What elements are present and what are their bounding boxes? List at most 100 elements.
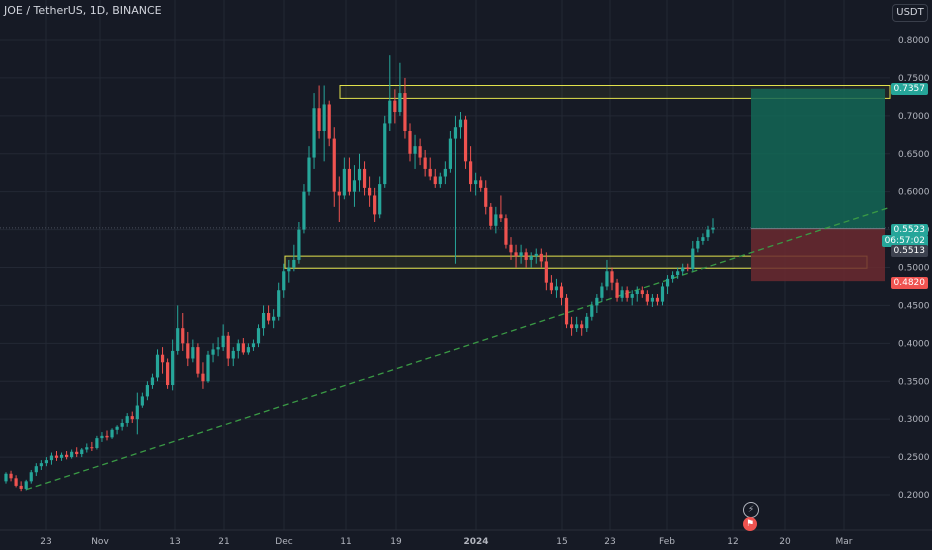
time-tick-label: Mar xyxy=(836,537,853,547)
candle-body xyxy=(211,349,215,355)
time-tick-label: 15 xyxy=(556,537,567,547)
candle-body xyxy=(90,447,94,449)
time-tick-label: 11 xyxy=(340,537,351,547)
price-tick-label: 0.2000 xyxy=(898,491,930,501)
candle-body xyxy=(580,324,584,329)
candle-body xyxy=(85,447,89,450)
candle-body xyxy=(368,187,372,196)
lightning-icon[interactable]: ⚡ xyxy=(743,502,759,518)
candle-body xyxy=(564,297,569,325)
candle-body xyxy=(433,176,437,185)
stop-price-label: 0.4820 xyxy=(890,277,928,289)
time-tick-label: 23 xyxy=(40,537,51,547)
candle-body xyxy=(650,297,654,302)
candle-body xyxy=(696,240,700,249)
candle-body xyxy=(332,138,336,192)
candle-body xyxy=(403,93,407,131)
time-tick-label: 20 xyxy=(779,537,791,547)
trendline[interactable] xyxy=(25,206,891,491)
candle-body xyxy=(287,267,291,272)
candle-body xyxy=(479,180,483,188)
chart-title: JOE / TetherUS, 1D, BINANCE xyxy=(4,4,162,17)
candle-body xyxy=(398,93,402,113)
candle-body xyxy=(665,278,670,287)
candle-body xyxy=(140,396,144,406)
candle-body xyxy=(428,168,432,177)
candle-body xyxy=(181,328,185,344)
currency-button[interactable]: USDT xyxy=(892,4,928,22)
price-tick-label: 0.4500 xyxy=(898,301,930,311)
time-tick-label: Feb xyxy=(659,537,675,547)
candle-body xyxy=(19,485,23,489)
candle-body xyxy=(59,454,64,458)
candle-body xyxy=(150,377,155,386)
target-area[interactable] xyxy=(751,88,885,229)
candle-body xyxy=(231,350,235,359)
time-tick-label: 23 xyxy=(604,537,615,547)
time-axis[interactable]: 23 Nov 13 21 Dec 11 19 2024 15 23 Feb 12 20 Mar xyxy=(0,529,932,547)
candle-body xyxy=(80,449,84,455)
target-price-label: 0.7357 xyxy=(890,83,928,95)
candle-body xyxy=(196,347,200,374)
candle-body xyxy=(706,229,710,238)
candle-body xyxy=(524,252,528,260)
candle-body xyxy=(221,335,225,348)
candle-body xyxy=(39,463,43,467)
candle-body xyxy=(4,473,8,482)
candle-body xyxy=(357,168,362,181)
candle-body xyxy=(65,454,69,458)
candle-body xyxy=(160,354,165,363)
candle-body xyxy=(206,354,210,382)
candle-body xyxy=(302,191,306,230)
ascending-trendline[interactable] xyxy=(25,206,891,491)
candle-body xyxy=(9,473,13,479)
candle-body xyxy=(95,438,99,448)
price-tick-label: 0.4000 xyxy=(898,339,930,349)
time-tick-label: 13 xyxy=(169,537,180,547)
candle-body xyxy=(115,426,119,430)
candle-body xyxy=(312,108,316,158)
candle-body xyxy=(378,184,382,215)
price-tick-label: 0.3500 xyxy=(898,377,930,387)
time-tick-label: 12 xyxy=(727,537,738,547)
candle-body xyxy=(408,131,412,154)
long-position-tool[interactable] xyxy=(751,88,885,282)
candle-body xyxy=(135,405,139,420)
candle-body xyxy=(282,271,286,291)
flag-event-icon[interactable]: ⚑ xyxy=(743,517,757,531)
candle-body xyxy=(342,168,346,196)
entry-price-label: 0.5513 xyxy=(890,245,928,257)
price-tick-label: 0.3000 xyxy=(898,415,930,425)
candle-body xyxy=(635,290,639,295)
candle-body xyxy=(34,466,38,473)
price-tick-label: 0.5000 xyxy=(898,264,930,274)
candle-body xyxy=(711,227,715,230)
candle-body xyxy=(176,328,180,351)
candle-body xyxy=(630,294,634,298)
candle-body xyxy=(297,229,301,260)
candle-body xyxy=(383,123,387,185)
candle-body xyxy=(499,214,503,219)
candle-body xyxy=(570,324,574,329)
candle-body xyxy=(49,455,54,461)
candle-body xyxy=(469,161,473,185)
candle-body xyxy=(509,244,513,253)
candle-body xyxy=(24,481,28,489)
candle-body xyxy=(413,146,417,154)
candle-body xyxy=(701,237,705,241)
price-tick-label: 0.8000 xyxy=(898,36,930,46)
candle-body xyxy=(595,297,599,306)
candle-body xyxy=(423,157,427,169)
candle-body xyxy=(438,176,442,185)
candle-body xyxy=(554,286,559,291)
candle-body xyxy=(575,324,579,329)
candle-body xyxy=(519,252,523,257)
candle-body xyxy=(388,100,392,124)
stop-area[interactable] xyxy=(751,228,885,282)
candle-body xyxy=(125,416,129,423)
candle-body xyxy=(620,290,624,298)
candle-body xyxy=(443,168,447,177)
price-tick-label: 0.6000 xyxy=(898,188,930,198)
